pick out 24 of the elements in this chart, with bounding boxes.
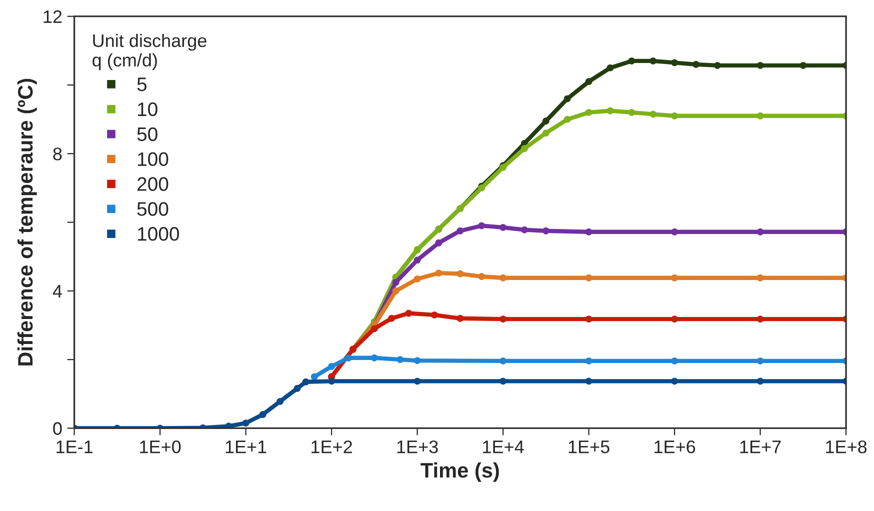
legend-label: 50: [137, 127, 158, 142]
x-tick-label: 1E+8: [826, 440, 867, 454]
x-tick-label: 1E+3: [397, 440, 438, 454]
x-tick-label: 1E+7: [740, 440, 781, 454]
y-tick-label: 8: [53, 148, 62, 160]
y-tick-label: 0: [53, 422, 62, 435]
x-tick-label: 1E+0: [140, 440, 181, 454]
legend-title: Unit discharge q (cm/d): [92, 34, 206, 70]
x-axis-title: Time (s): [420, 462, 499, 482]
y-tick-label: 12: [44, 10, 62, 23]
x-tick-label: 1E+1: [226, 440, 266, 454]
legend-label: 100: [138, 152, 168, 166]
y-axis-title: Difference of temperaure (ºC): [17, 78, 37, 366]
y-tick-label: 4: [52, 285, 62, 298]
x-tick-label: 1E+6: [654, 440, 696, 454]
legend-label: 500: [137, 202, 168, 216]
x-tick-label: 1E+4: [483, 440, 524, 454]
legend-label: 200: [137, 177, 168, 191]
x-tick-label: 1E+5: [568, 440, 610, 454]
legend-label: 1000: [138, 227, 180, 241]
x-tick-label: 1E-1: [56, 440, 92, 454]
legend-label: 10: [138, 102, 158, 116]
legend-label: 5: [137, 78, 147, 92]
x-tick-label: 1E+2: [312, 440, 352, 454]
